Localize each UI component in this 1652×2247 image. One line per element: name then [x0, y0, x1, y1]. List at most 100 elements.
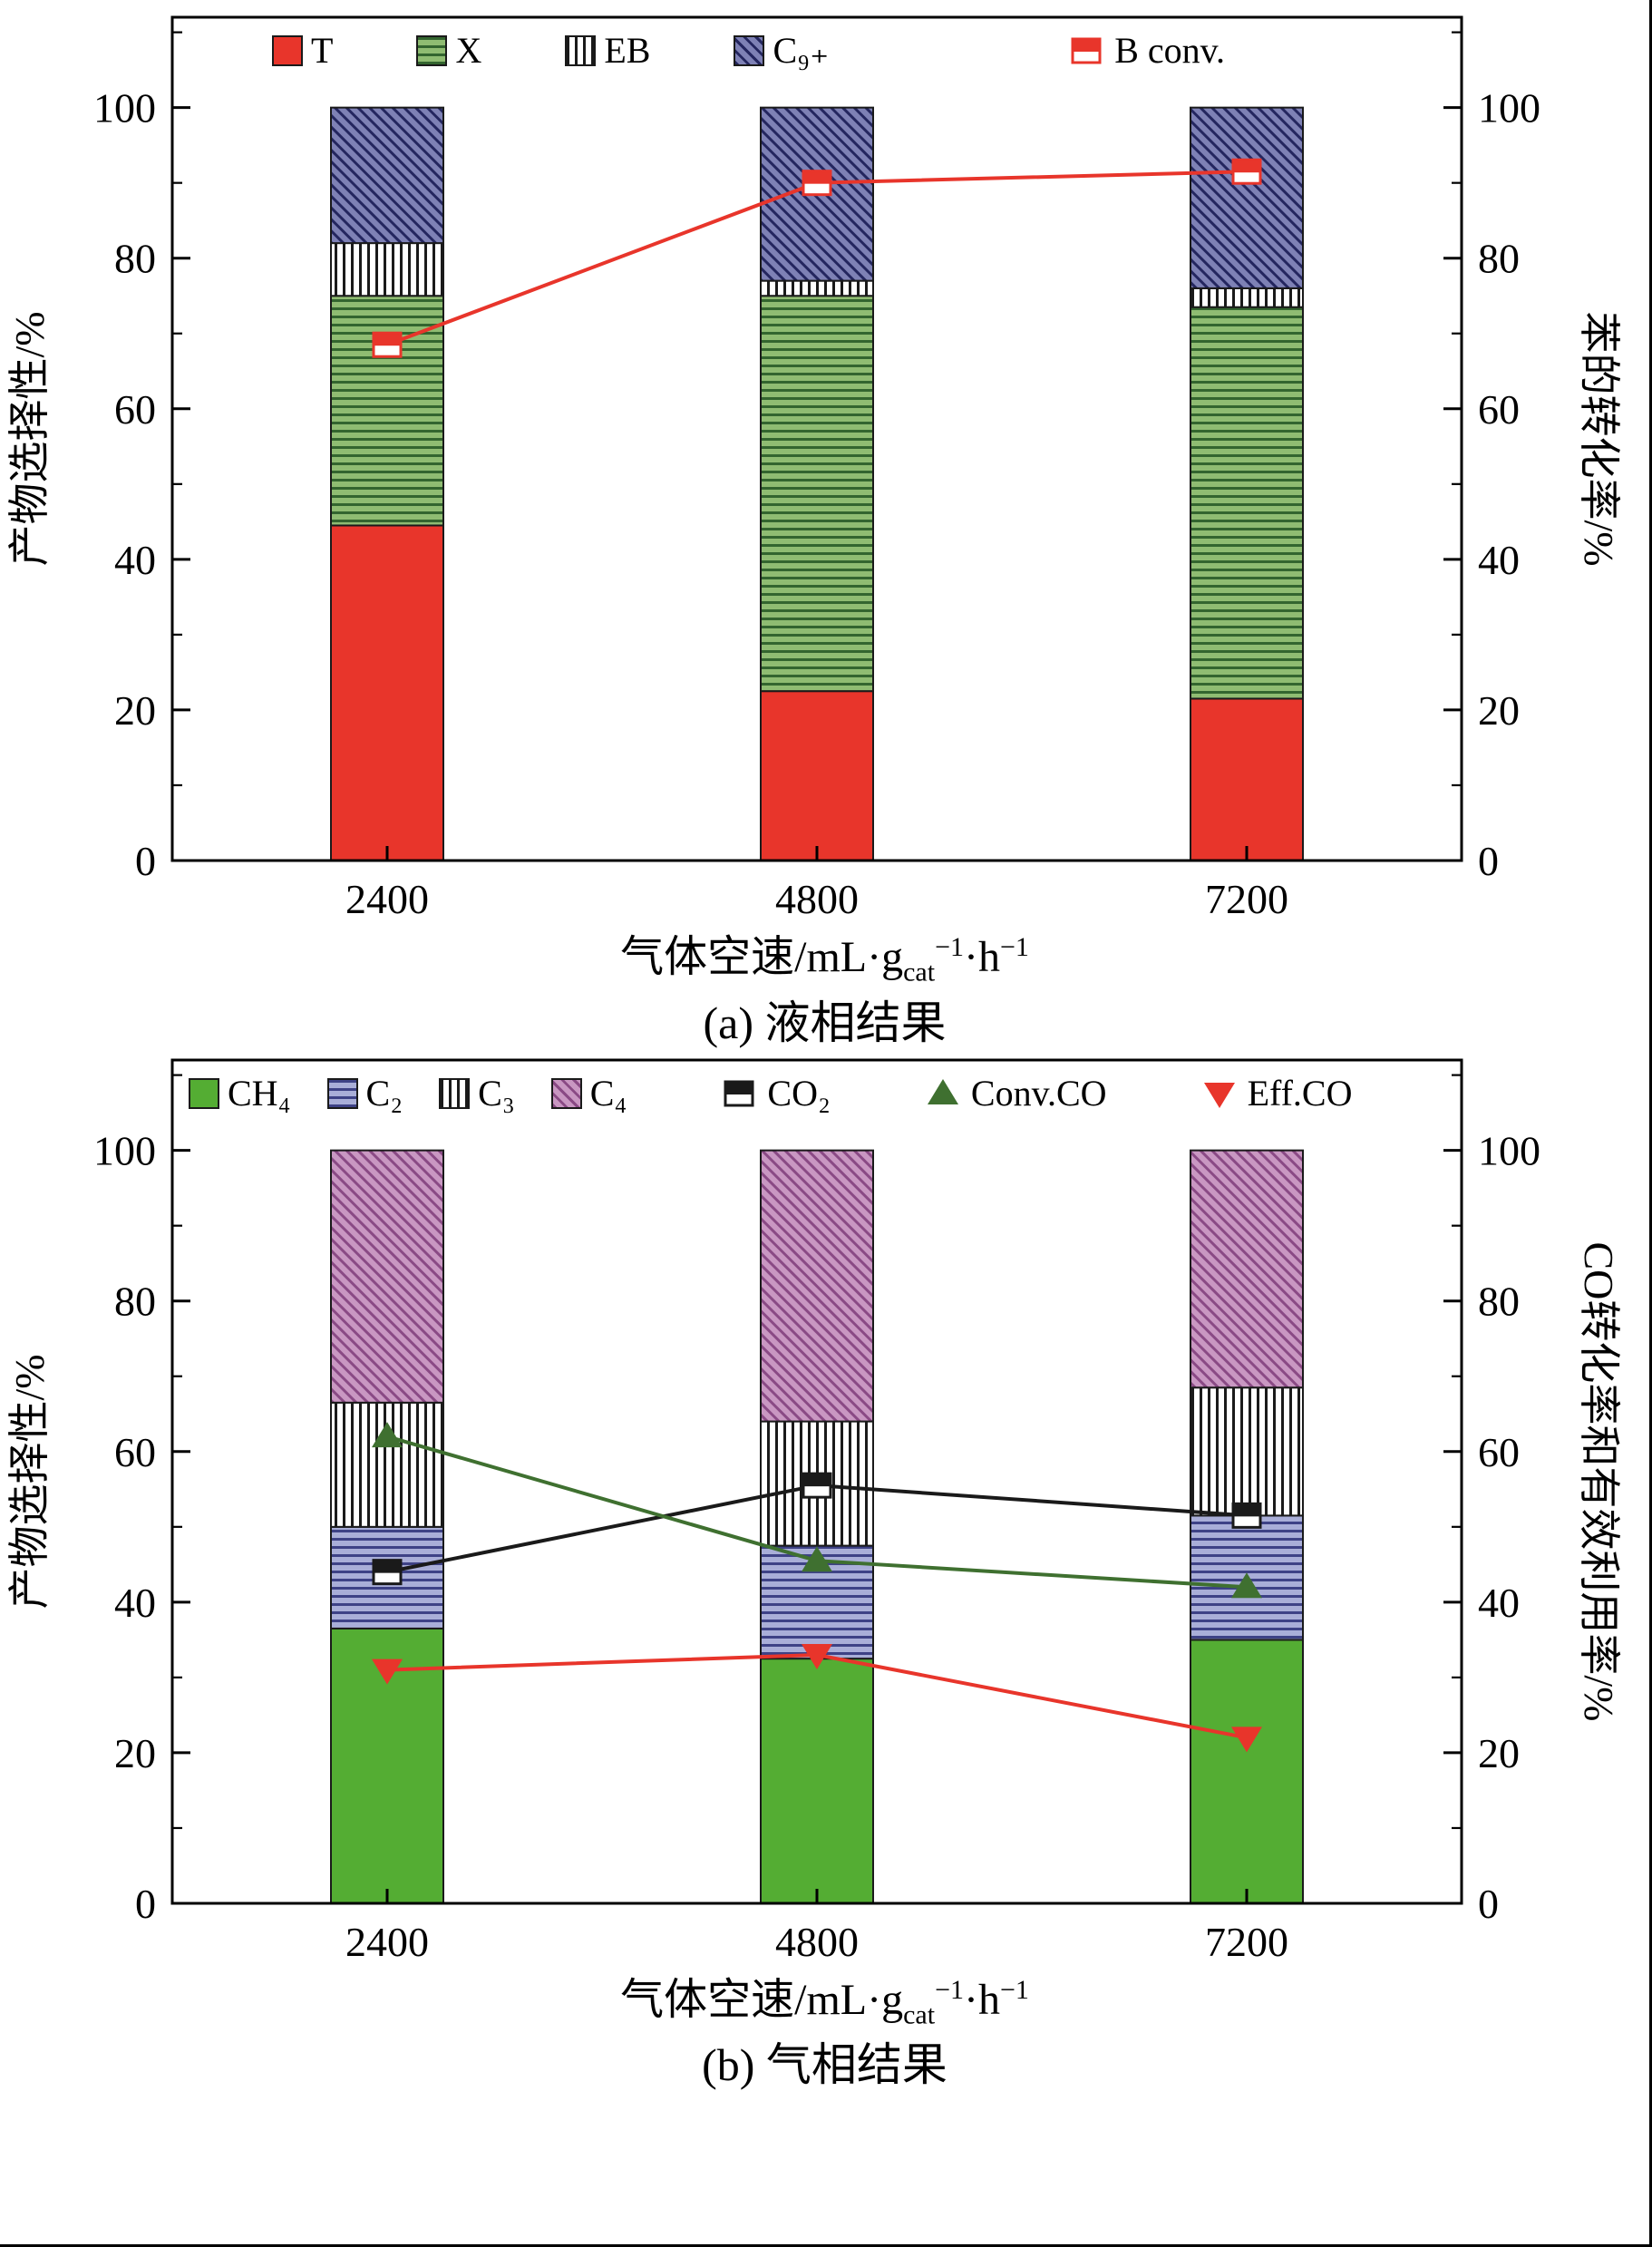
series-marker	[1231, 158, 1262, 185]
legend-label: C₉₊	[773, 30, 830, 71]
legend-marker-halfsquare-icon	[724, 1080, 754, 1107]
y-tick-label-right: 100	[1478, 1127, 1540, 1173]
y-tick-label-right: 60	[1478, 1428, 1520, 1474]
legend-marker-triup-icon	[927, 1078, 958, 1104]
y-tick-label-right: 80	[1478, 236, 1520, 282]
chart-b: 0 0 20 20 40 40 60 60 80 80 100 100 2400 4800 7200 产物选择…	[0, 1048, 1649, 1969]
series-marker	[1231, 1502, 1262, 1529]
legend-label: C₃	[478, 1072, 515, 1114]
xlabel-subscript: cat	[903, 1999, 936, 2030]
y-tick-label-left: 40	[114, 1579, 156, 1625]
legend-label: Conv.CO	[970, 1072, 1107, 1114]
bar-segment	[1190, 106, 1304, 289]
legend-swatch-dhatch-icon	[550, 1077, 582, 1109]
bar-segment	[330, 1401, 444, 1528]
legend-marker-tridown-icon	[1203, 1082, 1235, 1108]
legend-swatch-vhatch-icon	[565, 35, 597, 66]
legend-swatch-dhatch-icon	[734, 35, 765, 66]
series-marker	[1231, 1726, 1262, 1752]
chart-b-xaxis-label: 气体空速/mL·gcat−1·h−1	[0, 1974, 1649, 2032]
y-axis-right-title: CO转化率和有效利用率/%	[1576, 1241, 1622, 1721]
y-axis-right-title: 苯的转化率/%	[1576, 311, 1622, 566]
y-tick-label-left: 40	[114, 537, 156, 583]
bar-segment	[760, 295, 874, 693]
legend-label: B conv.	[1114, 30, 1226, 71]
legend-item: X	[416, 33, 481, 69]
y-tick-label-left: 100	[93, 1127, 156, 1173]
xlabel-text: 气体空速/mL·g	[620, 1975, 904, 2024]
legend-item: EB	[565, 33, 650, 69]
legend-swatch-hhatch-icon	[326, 1077, 358, 1109]
series-marker	[372, 1558, 403, 1585]
xlabel-superscript: −1	[999, 1974, 1029, 2005]
chart-a-legend: T X EB C₉₊ B conv.	[272, 27, 1225, 74]
legend-item: C₃	[439, 1075, 515, 1112]
bar-segment	[1190, 287, 1304, 308]
legend-swatch-solid-icon	[272, 35, 303, 66]
series-marker	[372, 1421, 403, 1447]
x-tick-label: 7200	[1205, 876, 1288, 922]
legend-label: X	[455, 30, 482, 71]
panel-gas-phase: 0 0 20 20 40 40 60 60 80 80 100 100 2400 4800 7200 产物选择…	[0, 1048, 1649, 2091]
series-marker	[372, 1658, 403, 1685]
legend-item: C₂	[326, 1072, 403, 1114]
series-marker	[802, 1472, 832, 1499]
y-tick-label-right: 20	[1478, 687, 1520, 734]
xlabel-superscript: −1	[935, 932, 964, 962]
series-marker	[802, 170, 832, 197]
y-tick-label-left: 100	[93, 85, 156, 131]
panel-liquid-phase: 0 0 20 20 40 40 60 60 80 80 100 100 2400 4800 7200 产物选择…	[0, 5, 1649, 1048]
bar-segment	[760, 1657, 874, 1904]
y-tick-label-right: 20	[1478, 1730, 1520, 1776]
legend-swatch-vhatch-icon	[439, 1077, 471, 1109]
legend-item: CH₄	[189, 1075, 291, 1112]
bar-segment	[330, 1149, 444, 1404]
legend-label: T	[311, 30, 334, 71]
y-tick-label-right: 40	[1478, 1579, 1520, 1625]
y-axis-left-title: 产物选择性/%	[6, 311, 53, 566]
bar-segment	[330, 524, 444, 862]
y-tick-label-left: 20	[114, 687, 156, 734]
xlabel-superscript: −1	[935, 1974, 964, 2005]
series-marker	[927, 1078, 958, 1104]
chart-b-caption: (b) 气相结果	[702, 2039, 947, 2091]
legend-item: T	[272, 33, 333, 69]
legend-label: CO₂	[767, 1072, 831, 1114]
x-tick-label: 7200	[1205, 1919, 1288, 1965]
y-tick-label-right: 40	[1478, 537, 1520, 583]
xlabel-text: 气体空速/mL·g	[620, 933, 904, 981]
series-marker	[1231, 1571, 1262, 1598]
y-tick-label-left: 80	[114, 236, 156, 282]
x-tick-label: 2400	[345, 876, 429, 922]
y-tick-label-right: 100	[1478, 85, 1540, 131]
legend-item: Eff.CO	[1200, 1075, 1352, 1112]
y-tick-label-left: 0	[135, 838, 156, 884]
y-tick-label-right: 60	[1478, 386, 1520, 433]
legend-swatch-solid-icon	[189, 1077, 219, 1109]
xlabel-subscript: cat	[903, 957, 936, 987]
chart-a: 0 0 20 20 40 40 60 60 80 80 100 100 2400 4800 7200 产物选择…	[0, 5, 1649, 926]
chart-b-legend: CH₄ C₂ C₃ C₄ CO₂ Conv.CO Eff.CO	[189, 1070, 1352, 1117]
legend-marker-halfsquare-icon	[1071, 37, 1102, 64]
series-marker	[1203, 1082, 1235, 1108]
series-marker	[372, 331, 403, 358]
legend-label: C₂	[365, 1072, 403, 1114]
y-axis-left-title: 产物选择性/%	[6, 1354, 53, 1609]
legend-swatch-hhatch-icon	[416, 35, 448, 66]
chart-a-caption: (a) 液相结果	[703, 997, 947, 1048]
y-tick-label-left: 80	[114, 1278, 156, 1324]
axis-ticks: 0 0 20 20 40 40 60 60 80 80 100 100	[93, 31, 1540, 884]
series-marker	[802, 1545, 832, 1571]
bar-segment	[1190, 1149, 1304, 1388]
chart-a-xaxis-label: 气体空速/mL·gcat−1·h−1	[0, 931, 1649, 989]
bar-segment	[1190, 697, 1304, 861]
bar-segment	[760, 1149, 874, 1423]
bars-group	[330, 106, 1304, 862]
xlabel-text: ·h	[963, 933, 1000, 981]
legend-item: B conv.	[1066, 33, 1225, 69]
legend-item: C₉₊	[734, 33, 829, 69]
y-tick-label-right: 0	[1478, 1881, 1499, 1927]
bar-segment	[760, 690, 874, 861]
x-tick-label: 4800	[775, 876, 859, 922]
